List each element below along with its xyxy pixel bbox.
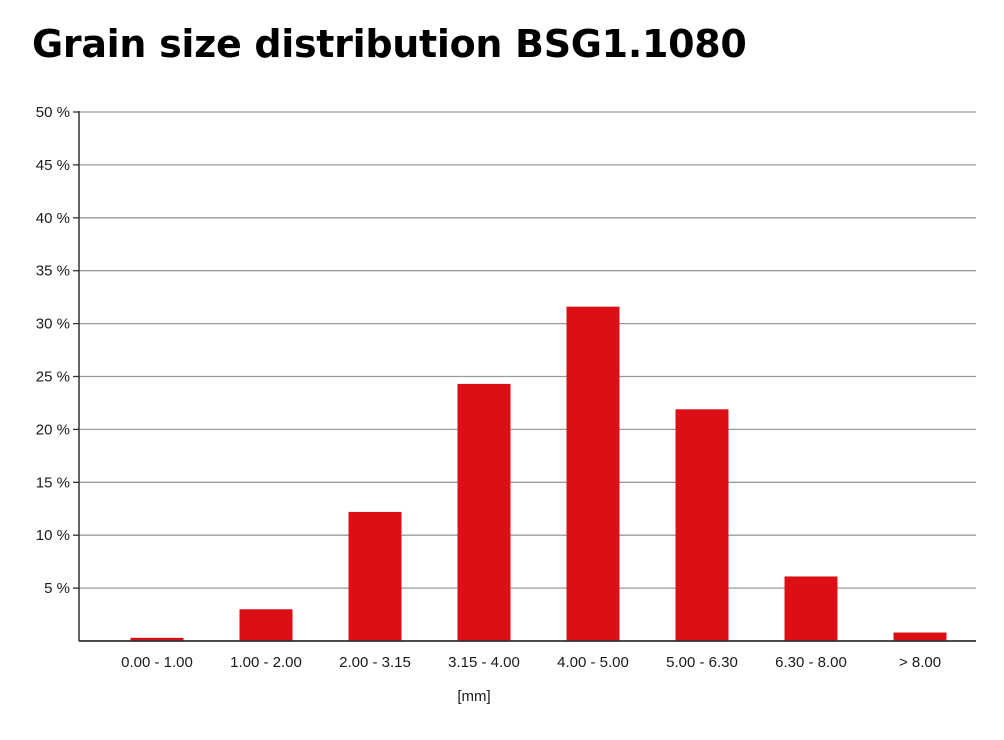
x-tick-label: 2.00 - 3.15 [339, 654, 411, 671]
x-tick-label: 3.15 - 4.00 [448, 654, 520, 671]
gridlines [79, 111, 976, 589]
x-tick-label: 0.00 - 1.00 [121, 654, 193, 671]
y-tick-label: 45 % [36, 157, 70, 174]
x-tick-label: 4.00 - 5.00 [557, 654, 629, 671]
bar [566, 306, 620, 641]
y-tick-labels: 5 % 10 % 15 % 20 % 25 % 30 % 35 % 40 % 45 % 50 % [36, 104, 70, 597]
x-tick-label: 1.00 - 2.00 [230, 654, 302, 671]
bar [784, 576, 838, 641]
bar [130, 637, 184, 641]
bar [675, 409, 729, 641]
y-tick-label: 25 % [36, 369, 70, 386]
y-tick-label: 20 % [36, 421, 70, 438]
axes [73, 111, 976, 642]
y-tick-label: 35 % [36, 263, 70, 280]
x-tick-label: 6.30 - 8.00 [775, 654, 847, 671]
y-tick-label: 40 % [36, 210, 70, 227]
bar [457, 383, 511, 641]
x-tick-label: > 8.00 [899, 654, 941, 671]
bar [239, 609, 293, 641]
x-axis-title: [mm] [457, 688, 490, 705]
y-tick-label: 30 % [36, 316, 70, 333]
y-tick-label: 50 % [36, 104, 70, 121]
y-tick-label: 15 % [36, 474, 70, 491]
bar [348, 511, 402, 641]
x-tick-label: 5.00 - 6.30 [666, 654, 738, 671]
y-tick-label: 10 % [36, 527, 70, 544]
bars [130, 306, 947, 641]
y-tick-label: 5 % [44, 580, 70, 597]
x-tick-labels: 0.00 - 1.00 1.00 - 2.00 2.00 - 3.15 3.15 - … [121, 654, 941, 671]
chart-title: Grain size distribution BSG1.1080 [32, 22, 747, 66]
bar [893, 632, 947, 641]
